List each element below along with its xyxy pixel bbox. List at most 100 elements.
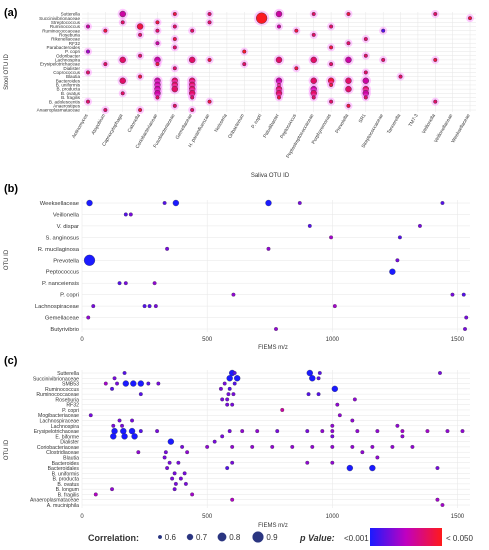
panel-c-point — [230, 444, 235, 449]
panel-a-point — [294, 66, 299, 71]
panel-a-row-label: Parabacteroides — [47, 45, 81, 50]
panel-b-row-label: Weeksellaceae — [40, 201, 79, 207]
panel-a-point — [310, 56, 317, 64]
panel-c-row-label: Ruminococcaceae — [36, 392, 79, 398]
panel-a-point — [433, 99, 438, 104]
panel-b-tag: (b) — [4, 183, 18, 195]
panel-a-point — [294, 28, 299, 33]
panel-a-point — [85, 70, 90, 75]
legend-correlation-label: 0.8 — [229, 533, 241, 542]
panel-c-point — [110, 487, 114, 492]
panel-a-point — [138, 53, 143, 58]
panel-a-tag: (a) — [4, 7, 18, 19]
panel-c-point — [306, 392, 311, 397]
panel-c-point — [225, 466, 230, 470]
panel-a-point — [155, 28, 160, 33]
panel-c-point — [438, 371, 442, 375]
panel-c-point — [130, 418, 135, 423]
panel-c-point — [111, 427, 118, 435]
legend-correlation-label: 0.7 — [196, 533, 208, 542]
panel-c-row-label: RF32 — [66, 403, 79, 409]
panel-a-point — [85, 99, 90, 104]
panel-a-point — [329, 99, 334, 104]
legend-correlation-title: Correlation: — [88, 533, 139, 543]
panel-a-point — [242, 62, 247, 67]
panel-a: (a) SutterellaSuccinivibrionaceaeStrepto… — [4, 7, 476, 179]
panel-c-point — [172, 471, 177, 476]
panel-c-point — [330, 460, 335, 465]
panel-b-point — [395, 258, 400, 263]
panel-c-point — [350, 444, 355, 449]
panel-b-point — [266, 246, 271, 251]
panel-c-point — [425, 429, 430, 434]
panel-b-point — [307, 223, 312, 228]
legend-p-colorbar — [370, 528, 442, 546]
panel-c-point — [275, 429, 280, 434]
panel-a-point — [155, 20, 160, 25]
panel-c-x-tick-label: 1500 — [451, 514, 465, 520]
panel-b-point — [117, 281, 122, 286]
panel-c-row-label: Bacteroidales — [48, 466, 80, 472]
panel-a-point — [136, 23, 144, 30]
panel-b-point — [461, 292, 466, 297]
panel-c-point — [250, 444, 255, 449]
panel-b-point — [231, 292, 236, 297]
panel-c-row-label: B. fragilis — [58, 492, 80, 498]
panel-b-row-label: V. dispar — [57, 224, 79, 230]
panel-a-point — [275, 10, 283, 18]
panel-c-point — [120, 423, 125, 428]
panel-a-point — [85, 24, 90, 29]
panel-c-point — [435, 466, 440, 470]
panel-c-point — [173, 481, 178, 486]
panel-a-point — [172, 11, 177, 16]
legend-correlation-keys: 0.6 0.7 0.8 0.9 — [157, 531, 278, 543]
panel-b: (b) Weeksellaceae Veillonella V. dispar S. … — [4, 183, 470, 351]
panel-b-point — [162, 201, 167, 205]
panel-c-row-label: Lachnospiraceae — [39, 419, 79, 425]
panel-a-point — [155, 95, 160, 100]
panel-a-row-label: Coprococcus — [53, 70, 81, 75]
panel-c-point — [360, 450, 365, 455]
panel-c-x-tick-label: 0 — [80, 514, 84, 520]
panel-a-row-label: B. adolescentis — [49, 99, 81, 104]
panel-c-point — [110, 433, 117, 440]
panel-c-row-label: Lachnospira — [51, 424, 79, 430]
panel-a-point — [171, 85, 179, 93]
panel-c-point — [230, 460, 235, 465]
panel-a-point — [155, 62, 160, 67]
legend-correlation-label: 0.6 — [165, 533, 177, 542]
panel-a-row-label: Ruminococcus — [50, 24, 81, 29]
panel-b-point — [389, 268, 396, 275]
panel-c-row-label: Bacteroides — [52, 461, 80, 467]
panel-c-y-axis-title: OTU ID — [4, 439, 10, 460]
panel-b-row-label: S. anginosus — [45, 235, 79, 241]
panel-a-point — [188, 56, 196, 64]
panel-b-grid — [81, 200, 470, 332]
panel-a-col-label: P. copri — [250, 113, 263, 130]
panel-c-point — [375, 455, 380, 460]
panel-a-row-label: Lachnospira — [55, 58, 80, 63]
panel-c-point — [155, 429, 160, 434]
panel-a-col-label: TM7-3 — [408, 113, 420, 128]
panel-c-point — [205, 444, 210, 449]
panel-a-point — [433, 11, 438, 16]
panel-c-point — [122, 380, 129, 387]
panel-a-point — [103, 107, 108, 112]
panel-a-point — [155, 41, 160, 46]
panel-a-point — [346, 41, 351, 46]
panel-c-point — [190, 492, 195, 497]
panel-b-point — [450, 292, 455, 297]
panel-a-row-label: Rikenellaceae — [51, 37, 80, 42]
panel-a-point — [398, 74, 403, 79]
panel-c-point — [137, 380, 144, 387]
panel-a-row-label: Succinivibrionaceae — [39, 16, 80, 21]
panel-a-point — [172, 45, 177, 50]
panel-c-row-label: B. producta — [52, 477, 79, 483]
panel-a-point — [345, 85, 352, 93]
panel-b-row-label: Butyrivibrio — [50, 327, 79, 333]
panel-a-point — [138, 74, 143, 79]
panel-c-row-label: Coriobacteriaceae — [37, 445, 79, 451]
panel-c-point — [309, 375, 316, 382]
panel-c-point — [369, 464, 376, 472]
panel-b-point — [147, 304, 152, 309]
